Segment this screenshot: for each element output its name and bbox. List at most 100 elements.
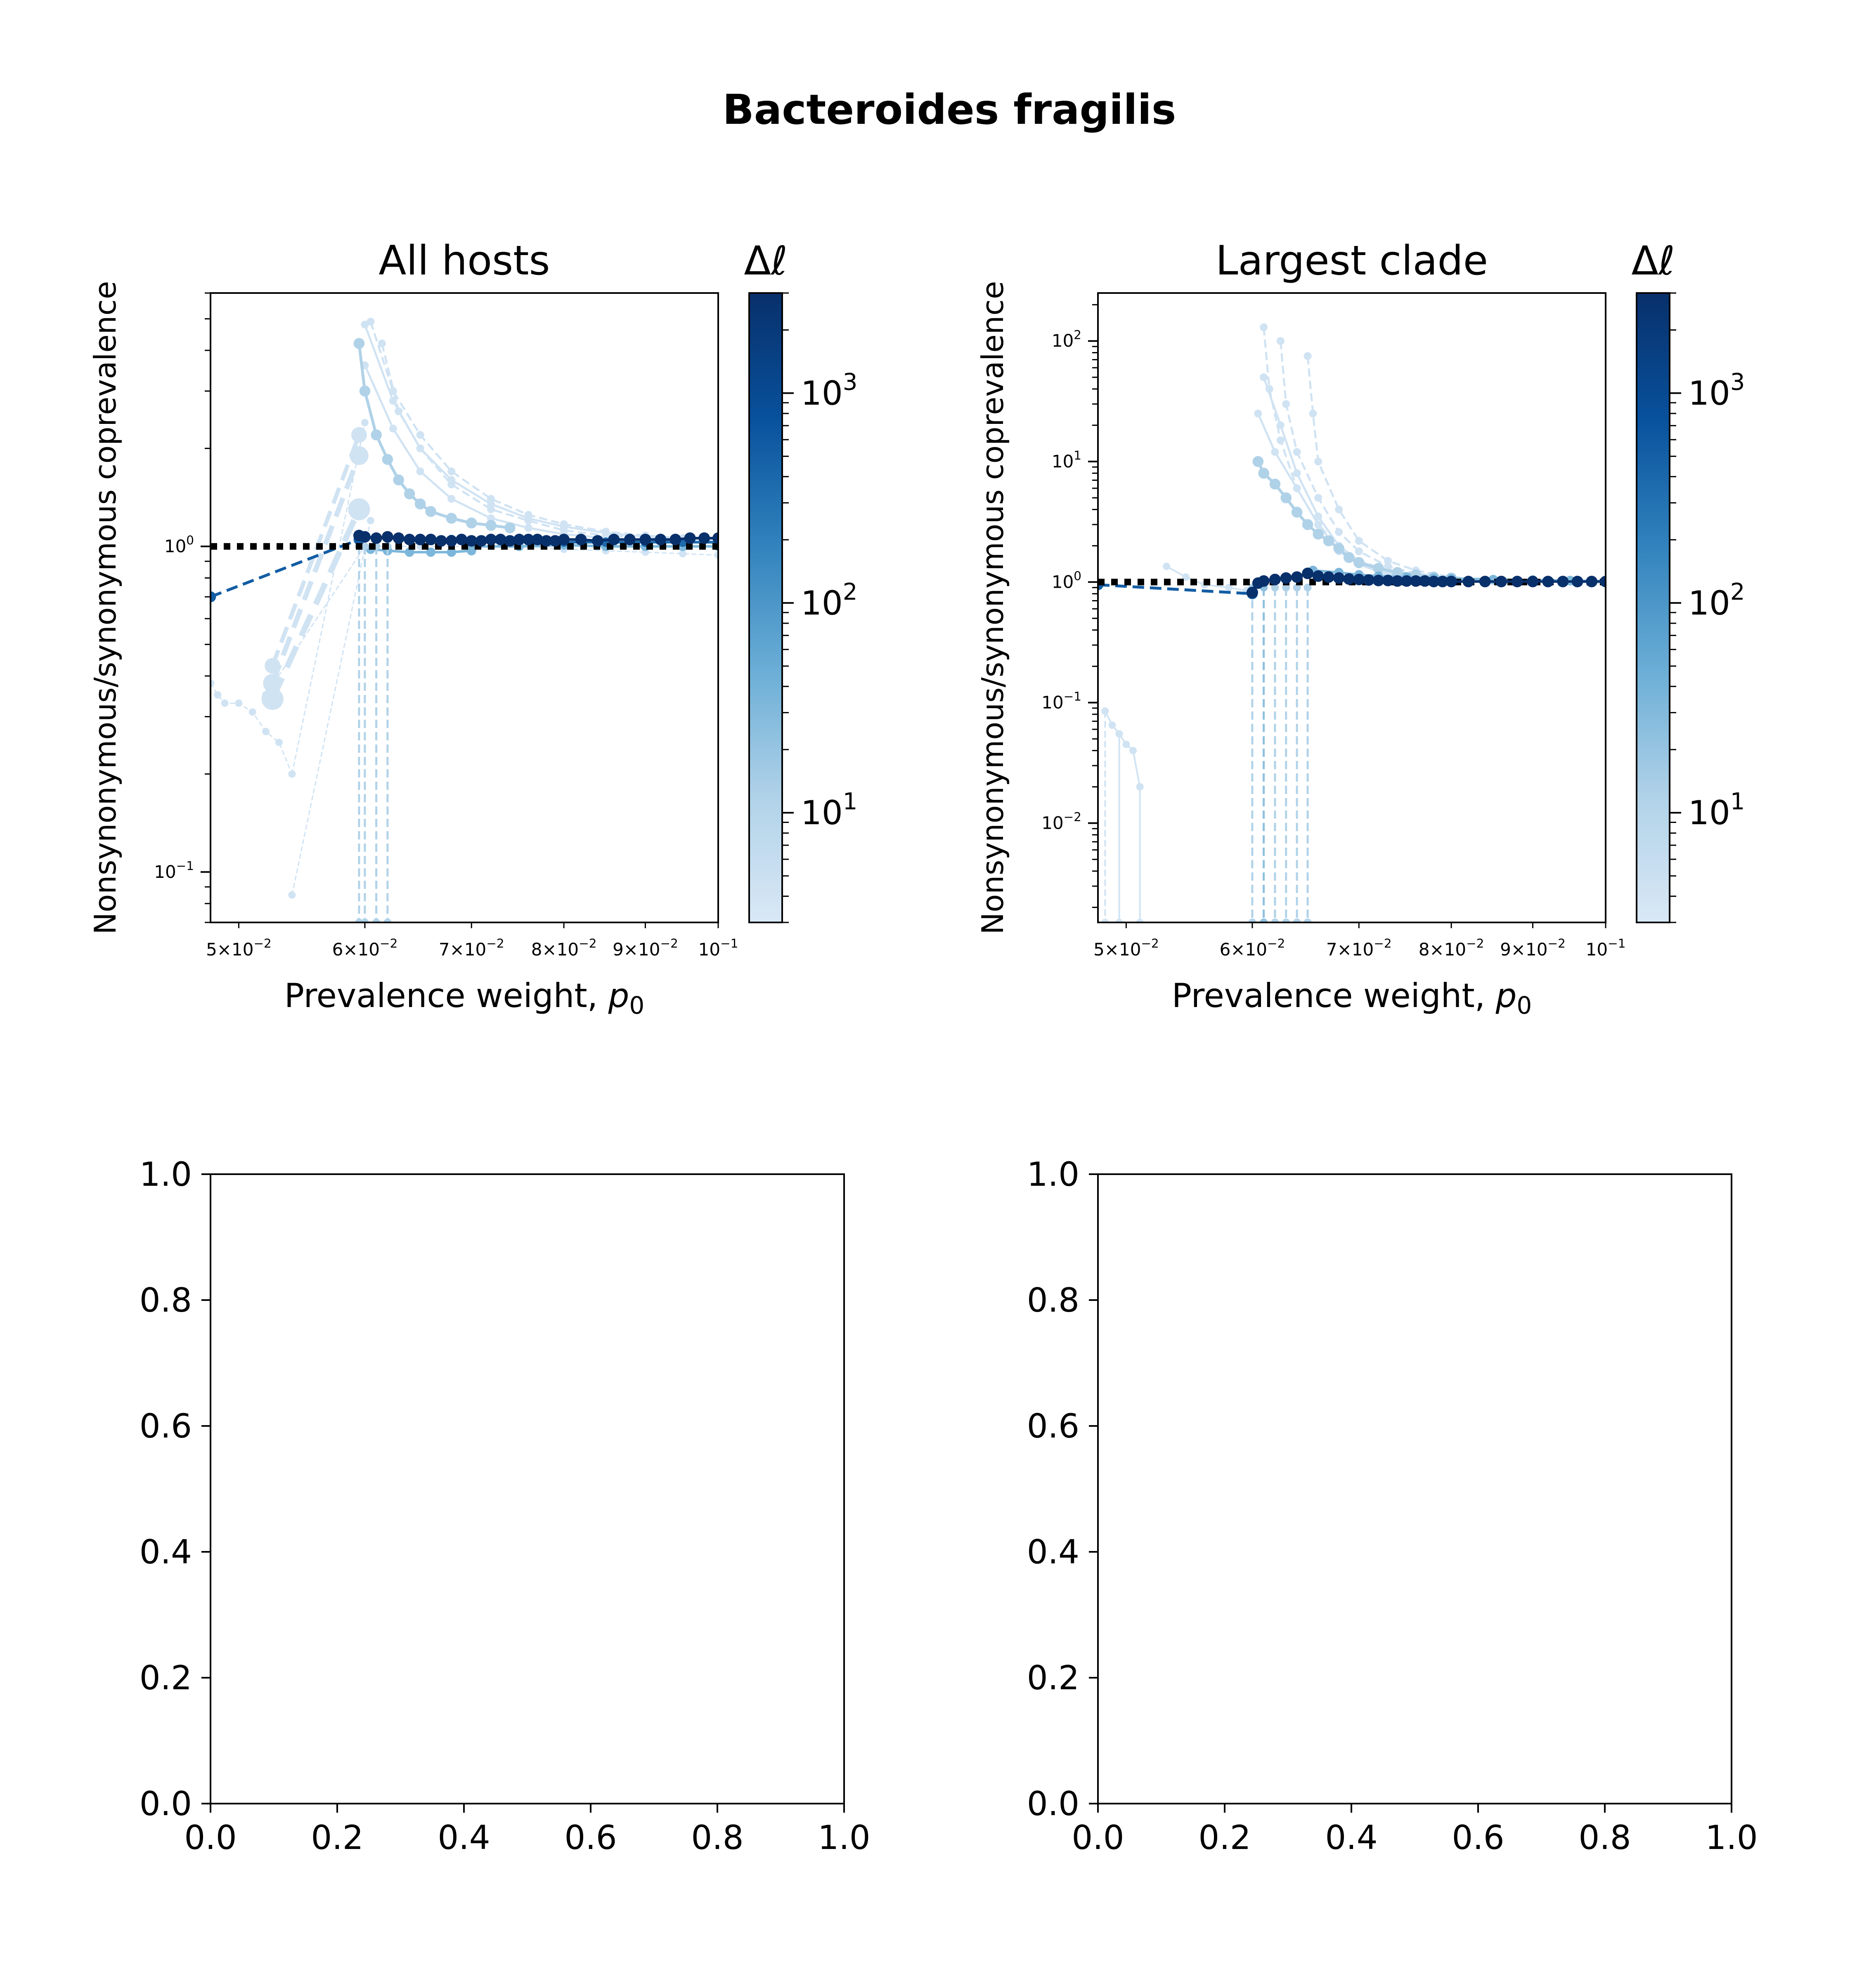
data-point [211,679,214,687]
data-point [235,699,243,707]
data-point [1282,918,1290,922]
top-data-point [1419,575,1431,587]
x-tick-label-exponent: −2 [1141,936,1159,950]
series-line-2 [291,422,366,774]
subplot-4: 0.0 0.2 0.4 0.6 0.8 1.0 0.0 0.2 0.4 0.6 0.8 1.0 [1027,1155,1758,1857]
data-point [485,520,497,531]
x-axis-label: Prevalence weight, p0 [284,976,645,1019]
data-point [487,505,495,513]
y-tick-label: 0.6 [140,1407,192,1445]
data-point [1384,562,1392,570]
data-point [1254,409,1262,418]
x-tick-label-exponent: −1 [1608,936,1625,950]
data-point [714,551,718,559]
data-point [1293,484,1301,492]
top-data-point [1495,576,1507,588]
data-point [504,522,516,534]
data-point [679,550,687,558]
top-data-point [513,534,525,546]
data-point [426,547,436,557]
colorbar-tick-label-exponent: 3 [843,369,858,396]
series-line-7 [270,434,361,667]
data-point [1335,528,1343,536]
x-tick-label-mantissa: 6×10 [1220,939,1267,960]
y-tick-label-exponent: 0 [186,533,194,547]
top-data-point [1382,575,1394,586]
data-point [560,520,568,528]
data-point [1129,747,1137,754]
top-data-point [1410,575,1422,587]
subplot-title: All hosts [379,237,550,284]
x-tick-label-exponent: −1 [720,936,738,950]
data-point [1136,783,1144,791]
x-tick-label: 8×10−2 [531,936,597,960]
y-tick-label: 0.8 [1027,1281,1079,1319]
top-data-point [1363,574,1375,586]
data-point [1302,519,1313,530]
y-tick-label-exponent: 0 [1074,569,1081,583]
x-tick-label: 10−1 [698,936,738,960]
top-data-point [476,535,487,547]
y-tick-label-mantissa: 10 [154,862,176,882]
colorbar-tick-label: 102 [801,579,857,622]
data-point [1384,557,1392,565]
data-point [1343,552,1355,563]
data-point [378,339,386,348]
x-tick-label: 0.4 [438,1818,490,1857]
data-point [524,511,532,519]
x-tick-label-exponent: −2 [1374,936,1391,950]
top-data-point [1372,575,1384,586]
y-tick-label-mantissa: 10 [1052,451,1074,471]
data-point [1291,506,1303,518]
data-point [1314,512,1322,520]
x-tick-label-mantissa: 8×10 [531,939,579,960]
x-axis-label-text: Prevalence weight, [1172,976,1496,1015]
top-data-point [608,534,620,546]
x-tick-label: 5×10−2 [1093,936,1159,960]
top-data-point [1527,576,1539,588]
data-point [1282,400,1290,408]
data-point [1293,448,1301,456]
data-point [1136,919,1144,922]
top-data-point [575,534,587,546]
top-data-point [456,534,468,546]
data-point [361,542,369,551]
x-tick-label: 0.8 [691,1818,743,1857]
y-tick-label: 1.0 [140,1155,192,1194]
data-point [1293,584,1301,592]
data-point [211,591,216,603]
data-point [1392,567,1403,578]
top-data-point [435,535,447,547]
top-data-point [1291,571,1303,583]
x-tick-label-mantissa: 7×10 [1326,939,1374,960]
y-tick-label: 10−2 [1041,810,1081,833]
top-data-point [655,534,667,546]
data-point [288,891,296,899]
data-point [487,495,495,503]
x-tick-label-exponent: −2 [1466,936,1484,950]
data-point [1269,478,1281,490]
x-tick-label: 0.4 [1325,1818,1377,1857]
colorbar-tick-label-exponent: 2 [843,579,858,605]
colorbar-bar [748,292,783,923]
y-tick-label: 0.6 [1027,1407,1079,1445]
axes-frame [1097,1173,1732,1804]
data-point [1108,721,1116,729]
colorbar-label: Δℓ [744,238,787,284]
x-tick-label: 6×10−2 [332,936,398,960]
data-point [425,506,436,517]
colorbar-tick-label-mantissa: 10 [1688,794,1730,832]
colorbar-bar [1636,292,1670,923]
y-tick-label-mantissa: 10 [164,536,186,556]
y-tick-label-mantissa: 10 [1052,331,1074,351]
data-point [1182,573,1190,581]
top-data-point [1269,574,1281,586]
data-point [1276,337,1285,345]
x-tick-label-mantissa: 9×10 [613,939,660,960]
x-axis-label-variable: p [608,976,629,1015]
data-point [446,513,457,524]
top-data-point [381,531,393,543]
data-point [1115,730,1123,738]
